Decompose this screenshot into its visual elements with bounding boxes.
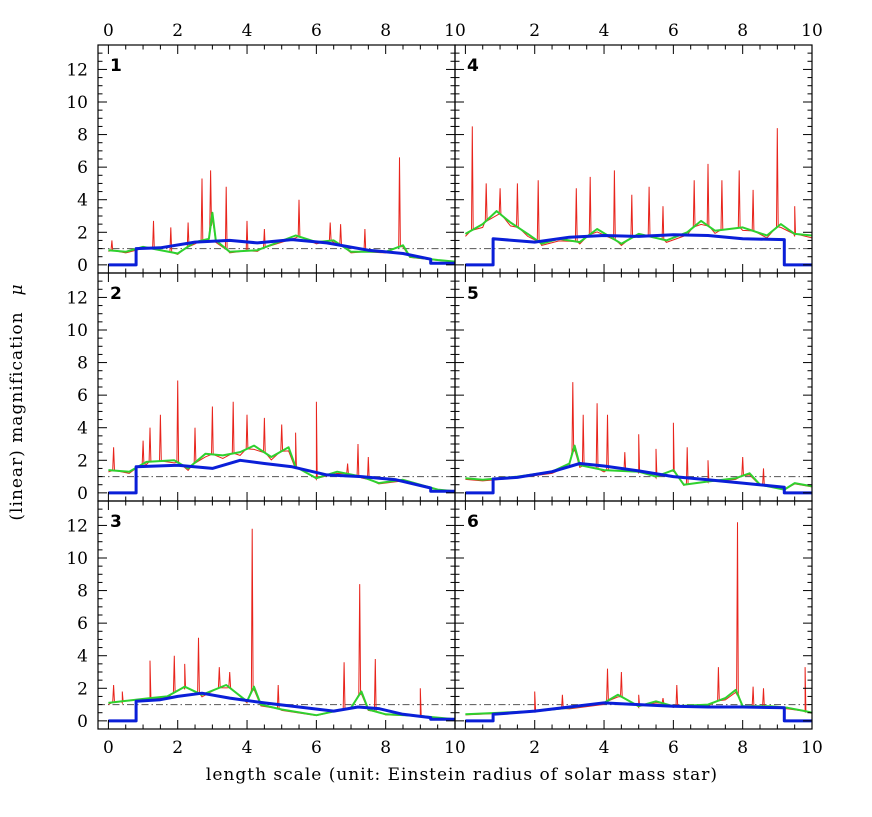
x-tick-label: 10: [444, 738, 466, 758]
red-series-line: [108, 528, 455, 720]
y-tick-label: 2: [77, 223, 88, 243]
panel-frame: [454, 272, 813, 502]
y-tick-label: 8: [77, 126, 88, 146]
panel-2: 2: [97, 272, 456, 502]
x-axis-title: length scale (unit: Einstein radius of s…: [206, 765, 718, 785]
panel-label: 2: [110, 284, 122, 304]
y-tick-label: 6: [77, 386, 88, 406]
x-tick-label: 6: [668, 738, 679, 758]
panel-frame: [97, 44, 456, 274]
y-tick-label: 12: [66, 60, 88, 80]
panel-label: 3: [110, 512, 122, 532]
panel-series: [108, 157, 455, 267]
y-tick-label: 4: [77, 419, 88, 439]
x-tick-label: 2: [172, 738, 183, 758]
panel-label: 6: [467, 512, 479, 532]
y-axis-title-text: (linear) magnification: [7, 311, 27, 520]
panel-4: 4: [454, 44, 813, 274]
y-axis-symbol: μ: [7, 283, 27, 295]
panel-label: 1: [110, 56, 122, 76]
y-tick-label: 8: [77, 354, 88, 374]
x-tick-label: 10: [444, 21, 466, 41]
blue-series-line: [108, 238, 455, 267]
panel-5: 5: [454, 272, 813, 502]
y-tick-label: 10: [66, 321, 88, 341]
panel-series: [108, 380, 455, 495]
green-series-line: [108, 444, 455, 493]
y-tick-label: 12: [66, 288, 88, 308]
y-tick-label: 2: [77, 451, 88, 471]
x-tick-label: 10: [801, 21, 823, 41]
x-tick-label: 0: [103, 738, 114, 758]
x-tick-label: 8: [380, 21, 391, 41]
x-tick-label: 4: [599, 738, 610, 758]
x-tick-label: 4: [242, 21, 253, 41]
y-tick-label: 8: [77, 582, 88, 602]
panel-series: [464, 126, 812, 267]
x-tick-label: 2: [529, 738, 540, 758]
x-tick-label: 2: [529, 21, 540, 41]
red-series-line: [465, 382, 812, 491]
x-tick-label: 6: [668, 21, 679, 41]
green-series-line: [108, 211, 455, 263]
y-tick-label: 0: [77, 484, 88, 504]
green-series-line: [108, 684, 455, 721]
y-tick-label: 2: [77, 679, 88, 699]
x-tick-label: 0: [103, 21, 114, 41]
y-tick-label: 0: [77, 256, 88, 276]
blue-series-line: [108, 458, 455, 495]
y-tick-label: 4: [77, 647, 88, 667]
x-tick-label: 10: [801, 738, 823, 758]
y-tick-label: 10: [66, 549, 88, 569]
x-tick-label: 4: [242, 738, 253, 758]
blue-series-line: [465, 701, 812, 723]
y-tick-label: 12: [66, 516, 88, 536]
y-tick-label: 6: [77, 614, 88, 634]
x-tick-label: 6: [311, 21, 322, 41]
panel-3: 3: [97, 500, 456, 730]
panels-layer: 1 2 3 4 5 6: [97, 44, 813, 730]
blue-series-line: [465, 462, 812, 495]
x-tick-label: 6: [311, 738, 322, 758]
panel-frame: [454, 500, 813, 730]
y-axis-title-group: (linear) magnification μ: [7, 283, 27, 520]
green-series-line: [464, 210, 812, 245]
y-tick-label: 6: [77, 158, 88, 178]
panel-label: 5: [467, 284, 479, 304]
blue-series-line: [108, 691, 455, 723]
y-tick-label: 4: [77, 191, 88, 211]
panel-6: 6: [454, 500, 813, 730]
red-series-line: [108, 380, 455, 492]
x-tick-label: 8: [737, 738, 748, 758]
panel-1: 1: [97, 44, 456, 274]
x-tick-label: 8: [380, 738, 391, 758]
panel-series: [465, 382, 812, 495]
y-tick-label: 0: [77, 712, 88, 732]
y-tick-label: 10: [66, 93, 88, 113]
panel-frame: [97, 500, 456, 730]
panel-series: [108, 528, 455, 723]
panel-series: [465, 522, 812, 723]
blue-series-line: [465, 233, 812, 267]
panel-label: 4: [467, 56, 479, 76]
x-tick-label: 2: [172, 21, 183, 41]
red-series-line: [465, 522, 812, 716]
x-tick-label: 8: [737, 21, 748, 41]
y-axis-title: (linear) magnification μ: [7, 283, 27, 520]
x-tick-label: 4: [599, 21, 610, 41]
